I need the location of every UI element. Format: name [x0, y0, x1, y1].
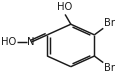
Text: HO: HO — [57, 2, 72, 12]
Text: N: N — [27, 37, 34, 47]
Text: Br: Br — [103, 63, 114, 73]
Text: HO: HO — [1, 37, 16, 47]
Text: Br: Br — [103, 18, 114, 28]
